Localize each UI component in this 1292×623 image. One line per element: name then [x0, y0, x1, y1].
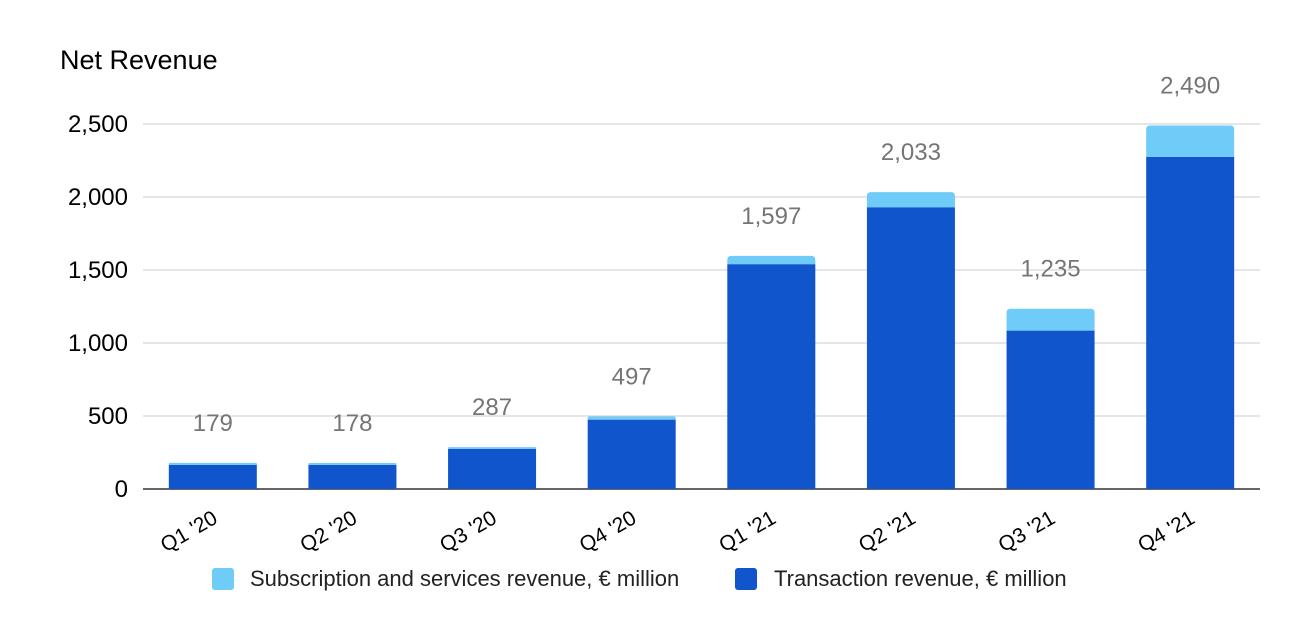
- x-tick-label: Q4 '21: [1134, 506, 1199, 557]
- x-tick-label: Q4 '20: [576, 506, 641, 557]
- x-tick-label: Q2 '20: [296, 506, 361, 557]
- bar-transaction: [1146, 156, 1235, 489]
- bar-subscription: [866, 192, 955, 208]
- chart-title: Net Revenue: [60, 45, 218, 75]
- x-tick-label: Q1 '20: [157, 506, 222, 557]
- bar-subscription: [308, 463, 397, 465]
- legend-label-transaction: Transaction revenue, € million: [774, 566, 1067, 591]
- legend-swatch-subscription: [212, 568, 234, 590]
- data-label: 2,033: [881, 139, 941, 166]
- data-label: 1,597: [741, 203, 801, 230]
- y-tick-label: 1,000: [68, 330, 128, 357]
- legend-swatch-transaction: [735, 568, 757, 590]
- legend: Subscription and services revenue, € mil…: [212, 566, 1067, 591]
- x-tick-label: Q1 '21: [715, 506, 780, 557]
- bars: [168, 125, 1235, 489]
- data-labels: 179 178 287 497 1,597 2,033 1,235 2,490: [193, 72, 1220, 437]
- bar-subscription: [727, 255, 816, 265]
- data-label: 1,235: [1021, 256, 1081, 283]
- x-tick-label: Q3 '21: [995, 506, 1060, 557]
- bar-transaction: [866, 207, 955, 489]
- bar-transaction: [308, 464, 397, 489]
- bar-subscription: [1146, 125, 1235, 157]
- legend-label-subscription: Subscription and services revenue, € mil…: [250, 566, 679, 591]
- y-axis-ticks: 0 500 1,000 1,500 2,000 2,500: [68, 111, 128, 503]
- bar-transaction: [448, 448, 537, 489]
- data-label: 178: [332, 410, 372, 437]
- bar-transaction: [168, 464, 257, 489]
- bar-subscription: [587, 416, 676, 420]
- bar-subscription: [168, 462, 257, 465]
- y-tick-label: 1,500: [68, 257, 128, 284]
- bar-subscription: [448, 447, 537, 449]
- bar-transaction: [587, 419, 676, 489]
- x-tick-label: Q3 '20: [436, 506, 501, 557]
- y-tick-label: 2,500: [68, 111, 128, 138]
- x-tick-label: Q2 '21: [855, 506, 920, 557]
- bar-subscription: [1006, 308, 1095, 331]
- data-label: 179: [193, 410, 233, 437]
- data-label: 2,490: [1160, 72, 1220, 99]
- x-axis-ticks: Q1 '20 Q2 '20 Q3 '20 Q4 '20 Q1 '21 Q2 '21 Q3 '…: [157, 506, 1199, 557]
- y-tick-label: 500: [88, 403, 128, 430]
- bar-transaction: [1006, 330, 1095, 489]
- y-tick-label: 2,000: [68, 184, 128, 211]
- data-label: 497: [612, 363, 652, 390]
- y-tick-label: 0: [115, 476, 128, 503]
- data-label: 287: [472, 394, 512, 421]
- bar-transaction: [727, 264, 816, 489]
